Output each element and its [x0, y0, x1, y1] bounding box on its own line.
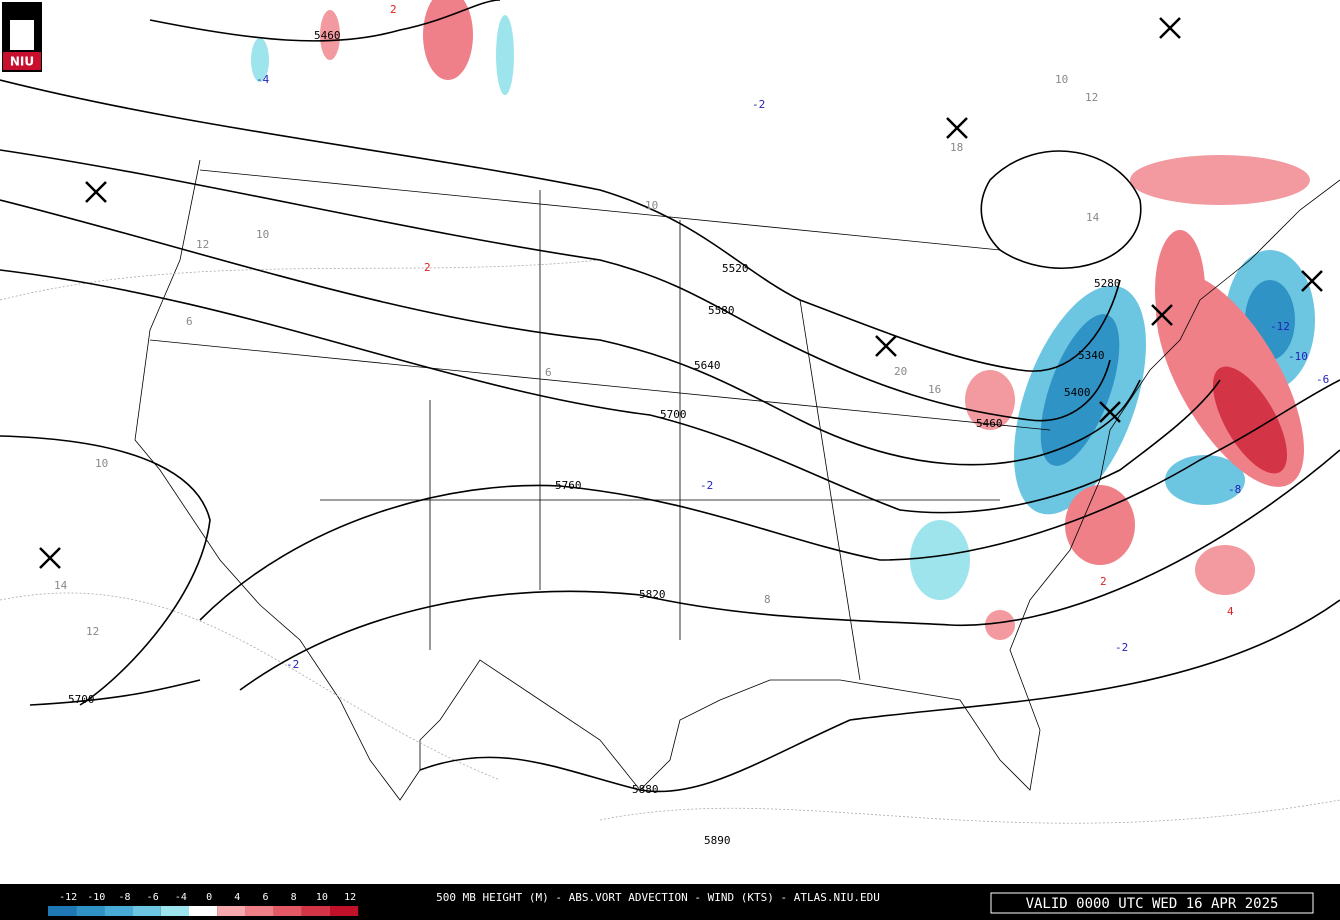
- map-background: [0, 0, 1340, 884]
- colorbar-label: 10: [316, 892, 328, 903]
- colorbar-swatch: [132, 906, 161, 916]
- vort-label: 16: [928, 383, 941, 396]
- valid-box: [990, 892, 1314, 914]
- height-label: 5820: [639, 588, 666, 601]
- height-label: 5880: [632, 783, 659, 796]
- height-labels: 5460 5520 5580 5640 5700 5760 5820 5880 …: [68, 29, 1121, 847]
- colorbar-swatch: [189, 906, 218, 916]
- vort-label: 2: [424, 261, 431, 274]
- vort-label: 12: [196, 238, 209, 251]
- vort-label: -2: [1115, 641, 1128, 654]
- colorbar-label: 8: [291, 892, 297, 903]
- vort-label: 6: [545, 366, 552, 379]
- height-label: 5890: [704, 834, 731, 847]
- vort-label: 10: [645, 199, 658, 212]
- vort-label: -2: [286, 658, 299, 671]
- vort-label: 2: [1100, 575, 1107, 588]
- colorbar-label: -12: [59, 892, 77, 903]
- height-label: 5700: [660, 408, 687, 421]
- height-label: 5640: [694, 359, 721, 372]
- colorbar-swatch: [245, 906, 274, 916]
- colorbar-label: -4: [175, 892, 187, 903]
- colorbar-label: 12: [344, 892, 356, 903]
- height-label: 5340: [1078, 349, 1105, 362]
- vort-label: 6: [186, 315, 193, 328]
- height-label: 5460: [976, 417, 1003, 430]
- vort-label: -10: [1288, 350, 1308, 363]
- center-markers: [39, 17, 1323, 569]
- colorbar-swatch: [301, 906, 330, 916]
- vort-label: -6: [1316, 373, 1329, 386]
- logo: NIU: [2, 2, 42, 72]
- advection-shading: [251, 0, 1315, 640]
- vort-label: 2: [390, 3, 397, 16]
- colorbar-label: -8: [118, 892, 130, 903]
- vort-label: 8: [764, 593, 771, 606]
- vort-label: -8: [1228, 483, 1241, 496]
- colorbar-label: -6: [147, 892, 159, 903]
- colorbar-label: 6: [262, 892, 268, 903]
- vort-label: 20: [894, 365, 907, 378]
- colorbar-swatch: [76, 906, 105, 916]
- vort-label: 12: [1085, 91, 1098, 104]
- height-label: 5280: [1094, 277, 1121, 290]
- vorticity-labels: 2 2 -4 -2 10 12 10 18 14 12 10 6 10 14 1…: [54, 3, 1329, 671]
- colorbar-swatch: [104, 906, 133, 916]
- height-label: 5400: [1064, 386, 1091, 399]
- valid-time: VALID 0000 UTC WED 16 APR 2025: [1026, 896, 1279, 912]
- vort-label: 14: [1086, 211, 1100, 224]
- vort-label: 18: [950, 141, 963, 154]
- vort-label: 14: [54, 579, 68, 592]
- colorbar-swatch: [217, 906, 246, 916]
- vort-label: 10: [256, 228, 269, 241]
- vort-label: 12: [86, 625, 99, 638]
- height-contours: [0, 0, 1340, 793]
- colorbar-swatch: [48, 906, 77, 916]
- colorbar-label: 4: [234, 892, 240, 903]
- colorbar-swatch: [160, 906, 189, 916]
- height-label: 5760: [555, 479, 582, 492]
- colorbar-swatch: [330, 906, 359, 916]
- geography: [0, 159, 1340, 824]
- colorbar-label: -10: [87, 892, 105, 903]
- height-label: 5520: [722, 262, 749, 275]
- logo-text: NIU: [10, 55, 34, 69]
- vort-label: 10: [95, 457, 108, 470]
- height-label: 5700: [68, 693, 95, 706]
- vort-label: -2: [700, 479, 713, 492]
- vort-label: -4: [256, 73, 270, 86]
- vort-label: -12: [1270, 320, 1290, 333]
- vort-label: -2: [752, 98, 765, 111]
- vort-label: 10: [1055, 73, 1068, 86]
- colorbar-swatch: [273, 906, 302, 916]
- vort-label: 4: [1227, 605, 1234, 618]
- footer-title: 500 MB HEIGHT (M) - ABS.VORT ADVECTION -…: [436, 891, 880, 904]
- height-label: 5580: [708, 304, 735, 317]
- colorbar-label: 0: [206, 892, 212, 903]
- colorbar: -12 -10 -8 -6 -4 0 4 6 8 10 12: [48, 892, 359, 916]
- height-label: 5460: [314, 29, 341, 42]
